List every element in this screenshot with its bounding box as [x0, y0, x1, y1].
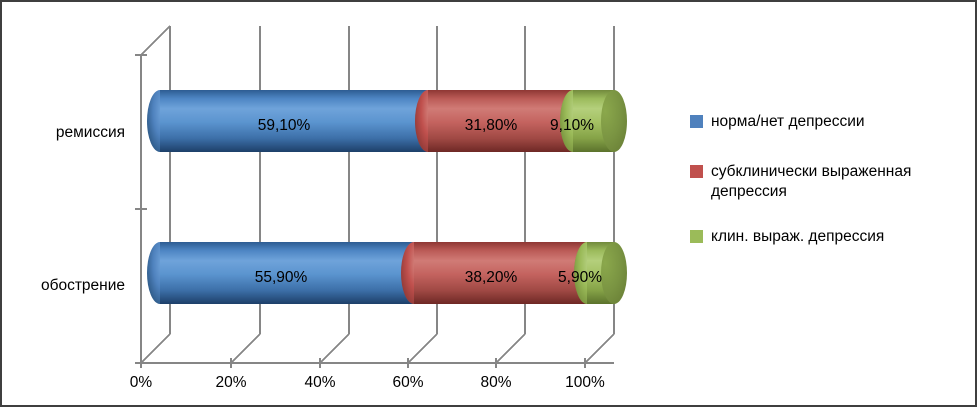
cylinder-body: [160, 242, 414, 304]
depth-line-5: [584, 333, 615, 364]
depth-line-top-0: [140, 25, 171, 56]
legend-swatch-blue-icon: [690, 115, 703, 128]
data-label-exacerbation-subclinical: 38,20%: [464, 269, 518, 286]
value-tick-label-0: 0%: [129, 374, 153, 391]
legend: норма/нет депрессии субклинически выраже…: [690, 112, 972, 247]
depth-line-4: [495, 333, 526, 364]
data-label-remission-norm: 59,10%: [257, 117, 311, 134]
value-tick-label-100: 100%: [565, 374, 605, 391]
legend-item-norm[interactable]: норма/нет депрессии: [690, 112, 972, 132]
depth-line-2: [319, 333, 350, 364]
cylinder-body: [414, 242, 587, 304]
legend-label-norm: норма/нет депрессии: [711, 113, 865, 130]
data-label-remission-subclinical: 31,80%: [464, 117, 518, 134]
value-tick-label-40: 40%: [304, 374, 336, 391]
bar-remission-clinical[interactable]: [560, 90, 627, 152]
depth-line-3: [407, 333, 438, 364]
cylinder-cap-right: [601, 90, 627, 152]
data-label-remission-clinical: 9,10%: [550, 117, 594, 134]
data-label-exacerbation-clinical: 5,90%: [558, 269, 602, 286]
axes-and-gridlines: [135, 25, 615, 368]
cylinder-cap-right: [601, 242, 627, 304]
category-label-exacerbation: обострение: [40, 277, 125, 294]
cylinder-body: [160, 90, 428, 152]
legend-swatch-green-icon: [690, 230, 703, 244]
bar-exacerbation-clinical[interactable]: [574, 242, 627, 304]
value-tick-label-20: 20%: [215, 374, 247, 391]
depth-line-0: [140, 333, 171, 364]
legend-label-subclinical: субклинически выраженная депрессия: [711, 162, 912, 200]
data-label-exacerbation-norm: 55,90%: [254, 269, 308, 286]
depth-line-1: [230, 333, 261, 364]
cylinder-body: [428, 90, 573, 152]
legend-item-subclinical[interactable]: субклинически выраженная депрессия: [690, 162, 972, 202]
plot-area: ремиссия обострение 0% 20% 40% 60% 80% 1…: [2, 2, 702, 405]
value-tick-label-80: 80%: [480, 374, 512, 391]
legend-swatch-red-icon: [690, 164, 703, 178]
category-label-remission: ремиссия: [55, 124, 125, 141]
legend-label-clinical: клин. выраж. депрессия: [711, 228, 885, 246]
value-tick-label-60: 60%: [392, 374, 424, 391]
legend-item-clinical[interactable]: клин. выраж. депрессия: [690, 227, 972, 247]
